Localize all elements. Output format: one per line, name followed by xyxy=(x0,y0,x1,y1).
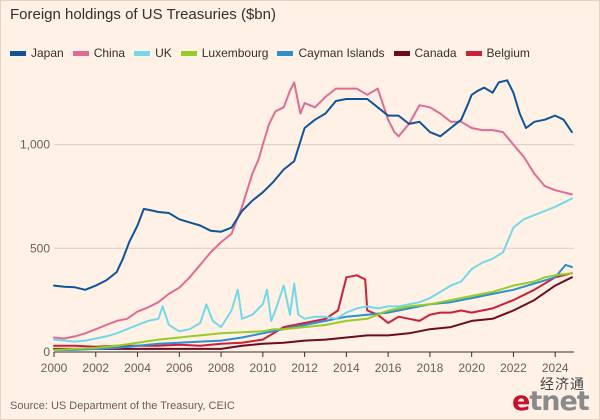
series-line-uk xyxy=(53,197,573,343)
legend-swatch xyxy=(465,50,482,56)
x-tick-label: 2004 xyxy=(124,361,151,375)
x-tick-label: 2024 xyxy=(542,361,569,375)
legend-swatch xyxy=(180,50,197,56)
legend-item-japan: Japan xyxy=(10,46,64,60)
series-line-canada xyxy=(53,276,573,350)
legend-label: Japan xyxy=(31,46,64,60)
x-tick-label: 2012 xyxy=(291,361,318,375)
legend-label: Cayman Islands xyxy=(298,46,385,60)
legend-swatch xyxy=(277,50,294,56)
legend-label: UK xyxy=(155,46,172,60)
legend-item-china: China xyxy=(72,46,126,60)
logo-e-letter: e xyxy=(512,386,530,417)
series-line-cayman-islands xyxy=(53,263,573,351)
legend-label: China xyxy=(93,46,126,60)
legend-swatch xyxy=(134,50,151,56)
y-tick-label: 0 xyxy=(43,345,50,359)
legend-item-cayman-islands: Cayman Islands xyxy=(277,46,385,60)
legend-item-luxembourg: Luxembourg xyxy=(180,46,269,60)
y-tick-label: 500 xyxy=(30,241,50,255)
legend-item-belgium: Belgium xyxy=(465,46,530,60)
y-tick-label: 1,000 xyxy=(20,138,50,152)
legend-swatch xyxy=(72,50,89,56)
x-tick-label: 2022 xyxy=(500,361,527,375)
x-tick-label: 2000 xyxy=(41,361,68,375)
legend-swatch xyxy=(10,50,26,56)
series-line-china xyxy=(53,81,573,340)
series-line-luxembourg xyxy=(53,272,573,351)
legend-swatch xyxy=(393,50,410,56)
series-line-belgium xyxy=(53,272,573,348)
x-tick-label: 2002 xyxy=(82,361,109,375)
x-tick-label: 2020 xyxy=(458,361,485,375)
x-tick-label: 2018 xyxy=(417,361,444,375)
legend-item-canada: Canada xyxy=(393,46,457,60)
x-tick-label: 2008 xyxy=(208,361,235,375)
watermark-chinese-text: 经济通 xyxy=(540,377,585,393)
legend-label: Luxembourg xyxy=(201,46,269,60)
x-tick-label: 2014 xyxy=(333,361,360,375)
chart-legend: Japan China UK Luxembourg Cayman Islands Cana… xyxy=(10,44,530,62)
x-tick-label: 2010 xyxy=(249,361,276,375)
legend-label: Belgium xyxy=(486,46,530,60)
logo-rest-letters: tnet xyxy=(529,386,589,417)
legend-item-uk: UK xyxy=(134,46,172,60)
chart-title: Foreign holdings of US Treasuries ($bn) xyxy=(10,6,276,23)
series-line-japan xyxy=(53,79,573,291)
x-tick-label: 2006 xyxy=(166,361,193,375)
legend-label: Canada xyxy=(414,46,457,60)
x-tick-label: 2016 xyxy=(375,361,402,375)
chart-source: Source: US Department of the Treasury, C… xyxy=(10,400,235,412)
etnet-logo: etnet xyxy=(512,386,590,417)
